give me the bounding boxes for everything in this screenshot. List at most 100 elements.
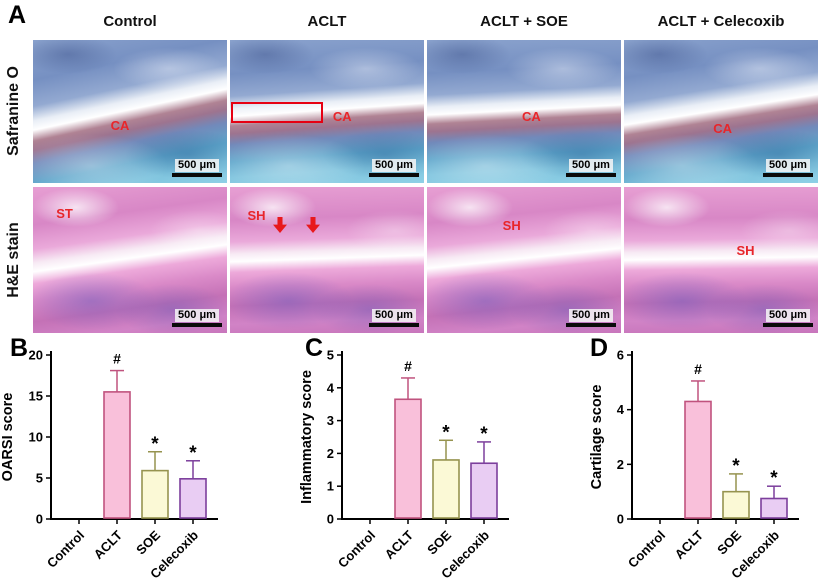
scale-bar-text: 500 μm (569, 309, 613, 322)
scale-bar-line (172, 323, 222, 327)
category-label: SOE (714, 527, 744, 557)
bar-celecoxib (760, 497, 788, 519)
sh-label: SH (247, 207, 266, 223)
category-label: Control (625, 528, 668, 571)
bar-aclt (103, 391, 131, 519)
histology-safranin-aclt: CA 500 μm (230, 40, 424, 183)
significance-asterisk: * (732, 456, 740, 477)
scale-bar-line (763, 173, 813, 177)
significance-asterisk: * (770, 468, 778, 489)
y-tick-label: 5 (327, 348, 334, 363)
st-label: ST (56, 206, 73, 222)
significance-asterisk: * (189, 443, 197, 464)
category-label: Control (44, 528, 87, 571)
ca-label: CA (110, 117, 130, 133)
y-tick-label: 1 (327, 479, 334, 494)
scale-bar: 500 μm (369, 309, 419, 327)
bar-soe (141, 469, 169, 519)
category-label: ACLT (382, 527, 416, 561)
histology-he-aclt-celecoxib: SH 500 μm (624, 187, 818, 333)
scale-bar: 500 μm (172, 309, 222, 327)
panel-c-label: C (305, 334, 324, 362)
bar-aclt (394, 398, 422, 519)
histology-he-aclt: SH 500 μm (230, 187, 424, 333)
scale-bar: 500 μm (763, 159, 813, 177)
y-axis-title: OARSI score (0, 393, 16, 482)
significance-hash: # (113, 351, 121, 367)
category-label: ACLT (91, 527, 125, 561)
y-tick-label: 3 (327, 413, 334, 428)
histology-safranin-aclt-soe: CA 500 μm (427, 40, 621, 183)
category-label: ACLT (672, 527, 706, 561)
scale-bar: 500 μm (763, 309, 813, 327)
y-tick-label: 0 (327, 512, 334, 527)
scale-bar-text: 500 μm (175, 309, 219, 322)
significance-hash: # (694, 361, 702, 377)
scale-bar-text: 500 μm (175, 159, 219, 172)
panel-d-label: D (590, 334, 609, 362)
y-tick-label: 0 (36, 512, 43, 527)
scale-bar-line (566, 173, 616, 177)
y-tick-label: 0 (617, 512, 624, 527)
y-tick-label: 4 (327, 380, 335, 395)
scale-bar-text: 500 μm (766, 159, 810, 172)
scale-bar-text: 500 μm (372, 159, 416, 172)
scale-bar: 500 μm (566, 159, 616, 177)
bar-soe (432, 459, 460, 519)
significance-asterisk: * (442, 422, 450, 443)
ca-label: CA (522, 109, 541, 125)
category-label: Control (335, 528, 378, 571)
y-tick-label: 6 (617, 348, 624, 363)
scale-bar-text: 500 μm (766, 309, 810, 322)
row-label-he-stain: H&E stain (5, 222, 22, 298)
scale-bar-line (172, 173, 222, 177)
scale-bar: 500 μm (172, 159, 222, 177)
significance-asterisk: * (151, 434, 159, 455)
significance-hash: # (404, 358, 412, 374)
sh-label: SH (502, 218, 521, 234)
scale-bar-line (369, 173, 419, 177)
panel-b-label: B (10, 334, 29, 362)
y-axis-title: Inflammatory score (299, 370, 315, 504)
histology-he-aclt-soe: SH 500 μm (427, 187, 621, 333)
column-header-aclt: ACLT (307, 13, 347, 30)
histology-safranin-control: CA 500 μm (33, 40, 227, 183)
scale-bar-line (369, 323, 419, 327)
inflammatory-score-chart: 0 1 2 3 4 5 Inflammatory score Control ACLT # SOE *… (299, 348, 509, 582)
panel-a-label: A (8, 1, 27, 29)
y-tick-label: 15 (29, 389, 43, 404)
y-tick-label: 2 (327, 446, 334, 461)
down-arrow-icon (273, 217, 287, 233)
scale-bar-text: 500 μm (372, 309, 416, 322)
sh-label: SH (736, 242, 755, 258)
down-arrow-icon (306, 217, 320, 233)
y-axis-title: Cartilage score (589, 385, 605, 490)
column-header-aclt-celecoxib: ACLT + Celecoxib (657, 13, 785, 30)
y-tick-label: 20 (29, 348, 43, 363)
y-tick-label: 2 (617, 457, 624, 472)
scale-bar-text: 500 μm (569, 159, 613, 172)
column-header-control: Control (103, 13, 157, 30)
ca-label: CA (332, 109, 352, 125)
scale-bar: 500 μm (369, 159, 419, 177)
significance-asterisk: * (480, 424, 488, 445)
y-tick-label: 10 (29, 430, 43, 445)
histology-safranin-aclt-celecoxib: CA 500 μm (624, 40, 818, 183)
ca-label: CA (713, 120, 733, 136)
y-tick-label: 4 (617, 402, 625, 417)
bar-celecoxib (179, 478, 207, 519)
roi-rectangle (231, 102, 323, 123)
bar-celecoxib (470, 462, 498, 519)
category-label: SOE (133, 527, 163, 557)
y-tick-label: 5 (36, 471, 43, 486)
row-label-safranine-o: Safranine O (5, 66, 22, 156)
bar-aclt (684, 400, 712, 519)
histology-he-control: ST 500 μm (33, 187, 227, 333)
bar-soe (722, 490, 750, 519)
column-header-aclt-soe: ACLT + SOE (480, 13, 568, 30)
scale-bar-line (566, 323, 616, 327)
scale-bar-line (763, 323, 813, 327)
